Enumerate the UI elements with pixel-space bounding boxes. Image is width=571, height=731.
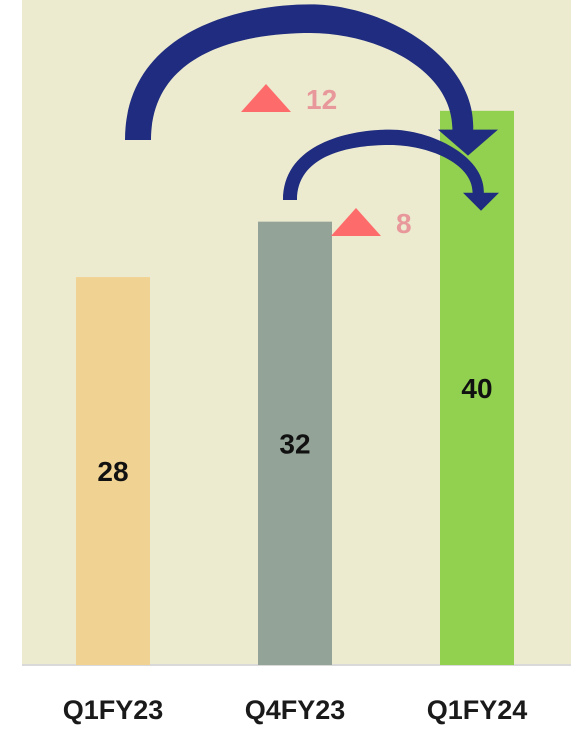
bar-q4fy23 — [258, 221, 332, 665]
bar-value-label-q4fy23: 32 — [279, 428, 310, 459]
up-triangle-icon — [331, 208, 381, 236]
category-label-q1fy23: Q1FY23 — [63, 695, 164, 725]
delta-label-q4fy23-to-q1fy24: 8 — [396, 208, 412, 239]
up-triangle-icon — [241, 84, 291, 112]
delta-label-q1fy23-to-q1fy24: 12 — [306, 84, 337, 115]
curved-arrow-q1fy23-to-q1fy24 — [125, 4, 498, 156]
bar-value-label-q1fy23: 28 — [97, 456, 128, 487]
category-label-q1fy24: Q1FY24 — [427, 695, 528, 725]
bar-value-label-q1fy24: 40 — [461, 373, 492, 404]
bar-q1fy23 — [76, 277, 150, 665]
curved-arrow-q4fy23-to-q1fy24 — [283, 129, 499, 211]
category-label-q4fy23: Q4FY23 — [245, 695, 346, 725]
